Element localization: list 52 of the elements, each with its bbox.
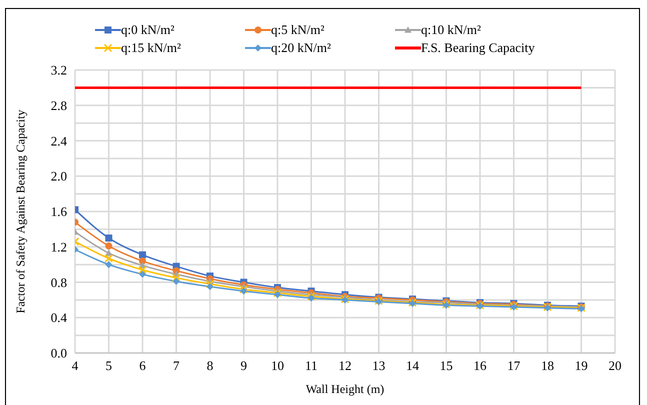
x-tick-label: 18 [541,358,554,374]
x-tick-label: 17 [507,358,521,374]
y-tick-label: 1.6 [50,204,68,220]
point [274,291,281,298]
legend-label: q:5 kN/m² [271,22,324,38]
y-tick-label: 0.0 [50,346,67,361]
x-tick-label: 19 [574,358,588,374]
legend-label: q:10 kN/m² [421,22,481,38]
x-tick-label: 15 [440,358,453,374]
y-tick-label: 1.2 [50,239,67,254]
x-tick-label: 14 [406,358,420,374]
x-tick-label: 5 [106,358,112,374]
y-tick-label: 0.8 [50,274,67,290]
point [105,234,112,242]
legend-label: q:20 kN/m² [271,40,331,56]
y-tick-label: 2.0 [50,168,67,184]
y-axis-title: Factor of Safety Against Bearing Capacity [13,110,28,314]
point [240,288,248,295]
legend-label: F.S. Bearing Capacity [421,40,535,56]
point [139,251,146,258]
x-tick-label: 11 [304,358,318,374]
point [105,242,112,250]
legend-label: q:15 kN/m² [121,40,181,56]
point [308,294,315,302]
x-tick-label: 12 [338,358,352,374]
point [206,280,214,288]
legend-label: q:0 kN/m² [121,22,174,38]
point [172,274,180,282]
x-tick-label: 7 [173,358,180,374]
x-tick-label: 9 [240,358,247,374]
y-tick-label: 2.8 [50,98,67,113]
point [139,258,146,265]
point [240,285,248,294]
y-tick-label: 0.4 [50,310,68,326]
point [139,270,146,278]
point [172,278,180,285]
point [138,266,147,274]
x-tick-label: 4 [72,358,79,374]
x-tick-label: 16 [474,358,487,374]
x-tick-label: 8 [206,358,214,374]
x-tick-label: 20 [608,358,622,374]
x-tick-label: 13 [372,358,386,374]
y-tick-label: 2.4 [50,133,68,148]
y-tick-label: 3.2 [50,62,67,78]
x-tick-label: 10 [271,358,284,374]
x-axis-title: Wall Height (m) [306,382,384,396]
point [273,288,282,298]
point [206,283,214,290]
x-tick-label: 6 [139,358,146,374]
point [104,254,113,263]
point [307,292,316,301]
point [105,261,112,268]
